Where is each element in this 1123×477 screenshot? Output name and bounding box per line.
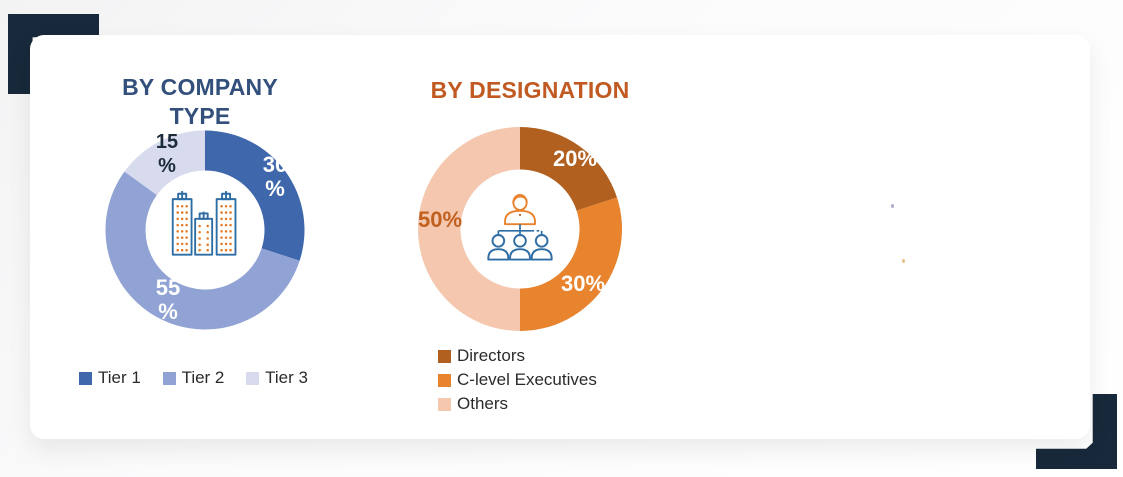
svg-text:30%: 30% — [561, 271, 605, 296]
svg-text:%: % — [265, 176, 285, 201]
svg-text:20%: 20% — [553, 146, 597, 171]
svg-text:30: 30 — [263, 152, 287, 177]
svg-text:15: 15 — [156, 131, 178, 153]
svg-text:50%: 50% — [418, 207, 462, 232]
svg-text:55: 55 — [156, 275, 180, 300]
svg-text:%: % — [158, 155, 176, 177]
svg-text:%: % — [158, 299, 178, 324]
